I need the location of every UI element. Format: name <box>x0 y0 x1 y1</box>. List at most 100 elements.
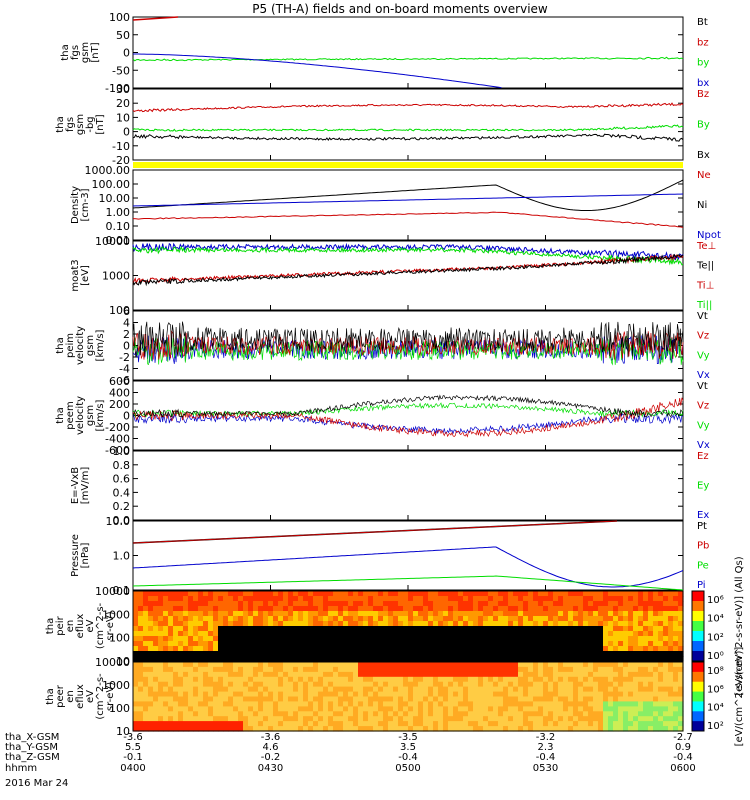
spectrogram-cell <box>513 701 519 707</box>
spectrogram-cell <box>503 716 509 722</box>
spectrogram-cell <box>543 696 549 702</box>
spectrogram-cell <box>283 721 289 727</box>
spectrogram-cell <box>593 591 599 597</box>
spectrogram-cell <box>583 656 589 662</box>
spectrogram-cell <box>648 656 654 662</box>
legend-Te⊥: Te⊥ <box>696 241 716 252</box>
spectrogram-cell <box>243 691 249 698</box>
spectrogram-cell <box>428 651 434 657</box>
spectrogram-cell <box>638 671 644 678</box>
spectrogram-cell <box>668 711 674 717</box>
spectrogram-cell <box>353 656 359 662</box>
spectrogram-cell <box>183 676 189 683</box>
spectrogram-cell <box>603 611 609 617</box>
spectrogram-cell <box>618 631 624 637</box>
spectrogram-cell <box>623 721 629 727</box>
spectrogram-cell <box>208 711 214 717</box>
spectrogram-cell <box>463 646 469 652</box>
spectrogram-cell <box>623 711 629 717</box>
y-tick-label: 1.0 <box>113 445 131 458</box>
spectrogram-cell <box>498 651 504 657</box>
spectrogram-cell <box>318 591 324 597</box>
y-axis-label-line: fgs <box>70 45 81 60</box>
spectrogram-cell <box>553 662 559 668</box>
spectrogram-cell <box>303 716 309 722</box>
spectrogram-cell <box>403 611 409 617</box>
spectrogram-cell <box>498 721 504 727</box>
spectrogram-cell <box>413 666 419 673</box>
spectrogram-cell <box>203 636 209 642</box>
spectrogram-cell <box>493 706 499 712</box>
spectrogram-cell <box>318 651 324 657</box>
spectrogram-cell <box>658 681 664 688</box>
spectrogram-cell <box>593 631 599 637</box>
spectrogram-cell <box>413 616 419 622</box>
spectrogram-cell <box>413 701 419 707</box>
spectrogram-cell <box>278 651 284 657</box>
spectrogram-cell <box>468 601 474 607</box>
spectrogram-cell <box>168 651 174 657</box>
spectrogram-cell <box>178 691 184 698</box>
spectrogram-cell <box>288 696 294 702</box>
spectrogram-cell <box>413 611 419 617</box>
spectrogram-cell <box>238 666 244 673</box>
spectrogram-cell <box>163 626 169 632</box>
spectrogram-cell <box>558 676 564 683</box>
spectrogram-cell <box>273 631 279 637</box>
spectrogram-cell <box>173 656 179 662</box>
spectrogram-cell <box>243 701 249 707</box>
spectrogram-cell <box>523 726 529 732</box>
y-axis-label-line: (cm^2-s- <box>95 602 106 649</box>
spectrogram-cell <box>468 716 474 722</box>
spectrogram-cell <box>273 662 279 668</box>
spectrogram-cell <box>398 671 404 678</box>
spectrogram-cell <box>383 601 389 607</box>
spectrogram-cell <box>193 696 199 702</box>
spectrogram-cell <box>483 701 489 707</box>
spectrogram-cell <box>238 616 244 622</box>
spectrogram-cell <box>618 606 624 612</box>
spectrogram-cell <box>288 706 294 712</box>
spectrogram-cell <box>403 726 409 732</box>
spectrogram-cell <box>178 646 184 652</box>
spectrogram-cell <box>193 701 199 707</box>
spectrogram-cell <box>633 716 639 722</box>
spectrogram-cell <box>338 716 344 722</box>
spectrogram-cell <box>678 646 684 652</box>
spectrogram-cell <box>508 656 514 662</box>
spectrogram-cell <box>598 726 604 732</box>
spectrogram-cell <box>158 606 164 612</box>
spectrogram-cell <box>593 711 599 717</box>
spectrogram-cell <box>328 611 334 617</box>
spectrogram-cell <box>368 726 374 732</box>
y-axis-label-line: velocity <box>75 396 86 435</box>
spectrogram-cell <box>663 621 669 627</box>
spectrogram-cell <box>223 662 229 668</box>
spectrogram-cell <box>378 726 384 732</box>
spectrogram-cell <box>263 646 269 652</box>
spectrogram-cell <box>238 671 244 678</box>
spectrogram-cell <box>363 646 369 652</box>
spectrogram-cell <box>528 591 534 597</box>
spectrogram-cell <box>678 606 684 612</box>
spectrogram-cell <box>198 681 204 688</box>
spectrogram-cell <box>308 671 314 678</box>
spectrogram-cell <box>548 656 554 662</box>
legend-bx: bx <box>697 78 709 89</box>
spectrogram-cell <box>663 591 669 597</box>
y-tick-label: -600 <box>105 444 130 457</box>
spectrogram-cell <box>408 666 414 673</box>
spectrogram-cell <box>248 631 254 637</box>
spectrogram-cell <box>258 641 264 647</box>
spectrogram-cell <box>248 626 254 632</box>
spectrogram-cell <box>528 621 534 627</box>
spectrogram-cell <box>553 641 559 647</box>
spectrogram-cell <box>223 681 229 688</box>
spectrogram-cell <box>238 651 244 657</box>
spectrogram-cell <box>348 606 354 612</box>
spectrogram-cell <box>528 662 534 668</box>
spectrogram-cell <box>468 676 474 683</box>
spectrogram-cell <box>178 721 184 727</box>
spectrogram-cell <box>278 676 284 683</box>
spectrogram-cell <box>593 616 599 622</box>
